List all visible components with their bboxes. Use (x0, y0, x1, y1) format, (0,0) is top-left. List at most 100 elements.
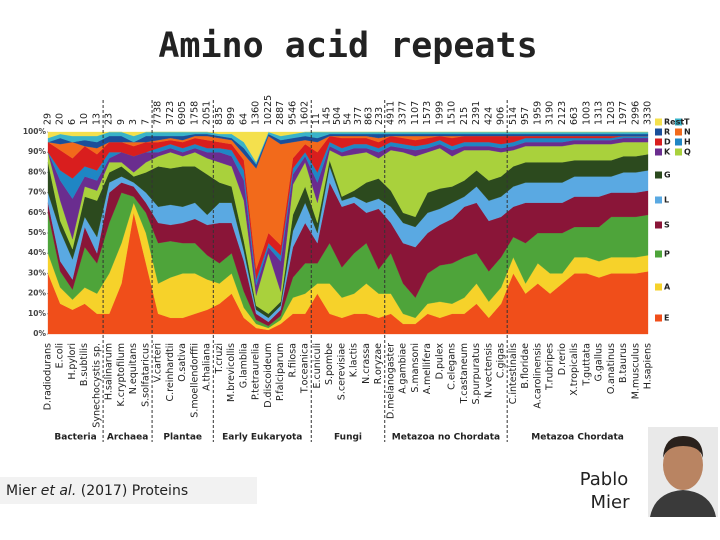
y-tick-label: 50% (28, 228, 46, 237)
repeat-count: 54 (343, 113, 354, 125)
repeat-count: 424 (483, 107, 494, 125)
repeat-count: 3330 (643, 101, 654, 125)
repeat-count: 9 (116, 119, 127, 125)
legend-swatch (655, 196, 662, 204)
citation-source: (2017) Proteins (81, 483, 188, 499)
species-label: S.pombe (324, 343, 335, 385)
repeat-count: 6 (67, 119, 78, 125)
legend-swatch (655, 148, 662, 156)
legend-label: G (664, 171, 671, 180)
repeat-count: 2123 (557, 101, 568, 125)
species-label: T.cruzi (214, 343, 225, 374)
legend-label: T (684, 118, 690, 127)
legend-swatch (655, 171, 662, 179)
species-label: K.cryptofilum (116, 343, 127, 406)
species-label: T.castaneum (459, 343, 470, 404)
species-label: D.discoideum (263, 343, 274, 408)
repeat-count: 3190 (545, 101, 556, 125)
species-label: R.filosa (287, 343, 298, 378)
species-label: H.sapiens (643, 343, 654, 389)
repeat-count: 514 (508, 107, 519, 125)
species-label: B.floridae (520, 343, 531, 389)
species-label: Synechocystis sp. (91, 343, 102, 428)
repeat-count: 13 (91, 113, 102, 125)
species-label: B.taurus (618, 343, 629, 383)
repeat-count: 7 (140, 119, 151, 125)
species-label: C.intestinalis (508, 343, 519, 404)
legend-label: L (664, 196, 669, 205)
species-label: A.carolinensis (532, 343, 543, 409)
species-label: S.mansoni (410, 343, 421, 393)
repeat-count: 1107 (410, 101, 421, 125)
legend-label: H (684, 138, 691, 147)
repeat-count: 3377 (398, 101, 409, 125)
legend-label: D (664, 138, 671, 147)
repeat-count: 1977 (618, 101, 629, 125)
y-tick-label: 70% (28, 188, 46, 197)
repeat-count: 504 (332, 107, 343, 125)
species-label: P.falciparum (275, 343, 286, 401)
y-tick-label: 80% (28, 167, 46, 176)
group-label: Metazoa Chordata (531, 433, 624, 443)
species-label: D.rerio (557, 343, 568, 375)
species-label: V.carteri (153, 343, 164, 382)
species-label: O.anatinus (606, 343, 617, 394)
repeat-count: 906 (496, 107, 507, 125)
group-label: Fungi (334, 433, 362, 443)
repeat-count: 835 (214, 107, 225, 125)
repeat-count: 899 (226, 107, 237, 125)
speaker-last: Mier (590, 492, 630, 513)
legend-label: P (664, 250, 670, 259)
repeat-count: 10225 (263, 95, 274, 125)
repeat-count: 2887 (275, 101, 286, 125)
citation-etal: et al. (41, 483, 76, 499)
repeat-count: 1313 (594, 101, 605, 125)
legend-swatch (655, 283, 662, 291)
species-label: H.salinarum (104, 343, 115, 400)
species-label: E.cuniculi (312, 343, 323, 388)
legend-swatch (655, 221, 662, 229)
group-label: Metazoa no Chordata (392, 433, 500, 443)
citation-author: Mier (6, 483, 37, 499)
legend-label: N (684, 128, 691, 137)
repeat-count: 1510 (447, 101, 458, 125)
citation: Mier et al. (2017) Proteins (6, 483, 188, 499)
repeat-count: 3 (128, 119, 139, 125)
repeat-count: 2051 (202, 101, 213, 125)
legend-label: K (664, 148, 671, 157)
repeat-count: 1003 (581, 101, 592, 125)
species-label: C.reinhardtii (165, 343, 176, 401)
legend-swatch (655, 118, 662, 126)
species-label: C.gigas (496, 343, 507, 378)
repeat-count: 145 (322, 107, 333, 125)
legend-swatch (675, 138, 682, 146)
species-label: S.cerevisiae (336, 343, 347, 400)
repeat-count: 10 (79, 113, 90, 125)
species-label: S.purpuratus (471, 343, 482, 405)
legend-swatch (675, 148, 682, 156)
legend-swatch (655, 250, 662, 258)
species-label: A.thaliana (202, 343, 213, 391)
species-label: E.coli (55, 343, 66, 368)
species-label: M.musculus (630, 343, 641, 399)
legend-label: R (664, 128, 670, 137)
species-label: M.brevicollis (226, 343, 237, 402)
repeat-count: 2996 (630, 101, 641, 125)
slide-title: Amino acid repeats (158, 26, 537, 66)
repeat-count: 29 (43, 113, 54, 125)
legend-label: E (664, 314, 669, 323)
y-tick-label: 20% (28, 289, 46, 298)
species-label: B.subtilis (79, 343, 90, 386)
repeat-count: 4911 (385, 101, 396, 125)
species-label: P.tetraurelia (251, 343, 262, 400)
repeat-count: 863 (363, 107, 374, 125)
species-label: N.vectensis (483, 343, 494, 398)
y-tick-label: 0% (33, 329, 46, 338)
y-tick-label: 100% (23, 127, 47, 136)
legend-label: A (664, 283, 671, 292)
species-label: D.radiodurans (43, 343, 54, 410)
group-label: Plantae (163, 433, 202, 443)
repeat-count: 957 (520, 107, 531, 125)
speaker-first: Pablo (580, 469, 629, 490)
species-label: C.elegans (447, 343, 458, 390)
